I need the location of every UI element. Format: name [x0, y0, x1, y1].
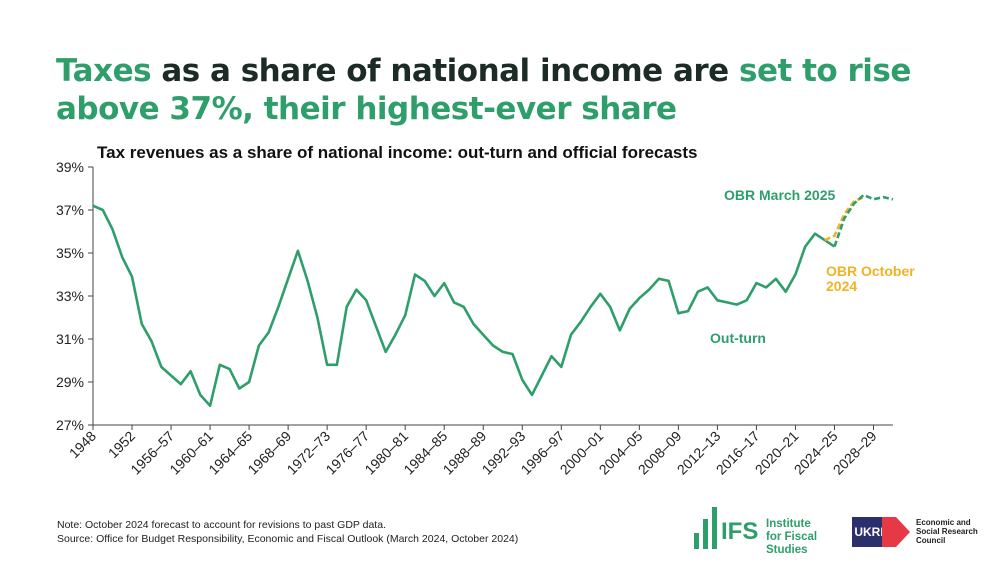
headline-part: as a share of national income are: [161, 53, 729, 89]
series-line: [92, 204, 836, 407]
y-tick-label: 35%: [56, 245, 84, 261]
ukri-mark: [882, 517, 910, 547]
ifs-text: IFS: [721, 518, 759, 545]
series-label: OBR March 2025: [724, 187, 836, 203]
y-tick-label: 33%: [56, 288, 84, 304]
chart-title: Tax revenues as a share of national inco…: [97, 143, 698, 162]
ifs-name: Institute for Fiscal Studies: [766, 518, 818, 556]
headline-part: Taxes: [56, 53, 152, 89]
x-tick-label: 1952: [105, 428, 138, 461]
series-label: Out-turn: [710, 330, 766, 346]
ukri-logo: UKRI: [852, 517, 886, 547]
headline-part: set to rise above 37%, their highest-eve…: [56, 53, 911, 127]
source: Source: Office for Budget Responsibility…: [57, 533, 519, 545]
series-line: [824, 195, 865, 242]
esrc-name: Economic and Social Research Council: [916, 518, 978, 545]
y-tick-label: 39%: [56, 159, 84, 175]
series-label: OBR October 2024: [826, 263, 915, 294]
ifs-logo: IFS Institute for Fiscal Studies: [694, 506, 824, 556]
y-tick-label: 37%: [56, 202, 84, 218]
y-tick-label: 27%: [56, 417, 84, 433]
ifs-bars: [694, 507, 717, 549]
series-line: [833, 193, 894, 248]
note: Note: October 2024 forecast to account f…: [57, 519, 386, 531]
headline: Taxes as a share of national income are …: [56, 52, 956, 128]
y-tick-label: 29%: [56, 374, 84, 390]
y-tick-label: 31%: [56, 331, 84, 347]
x-tick-label: 2028–29: [830, 428, 880, 478]
